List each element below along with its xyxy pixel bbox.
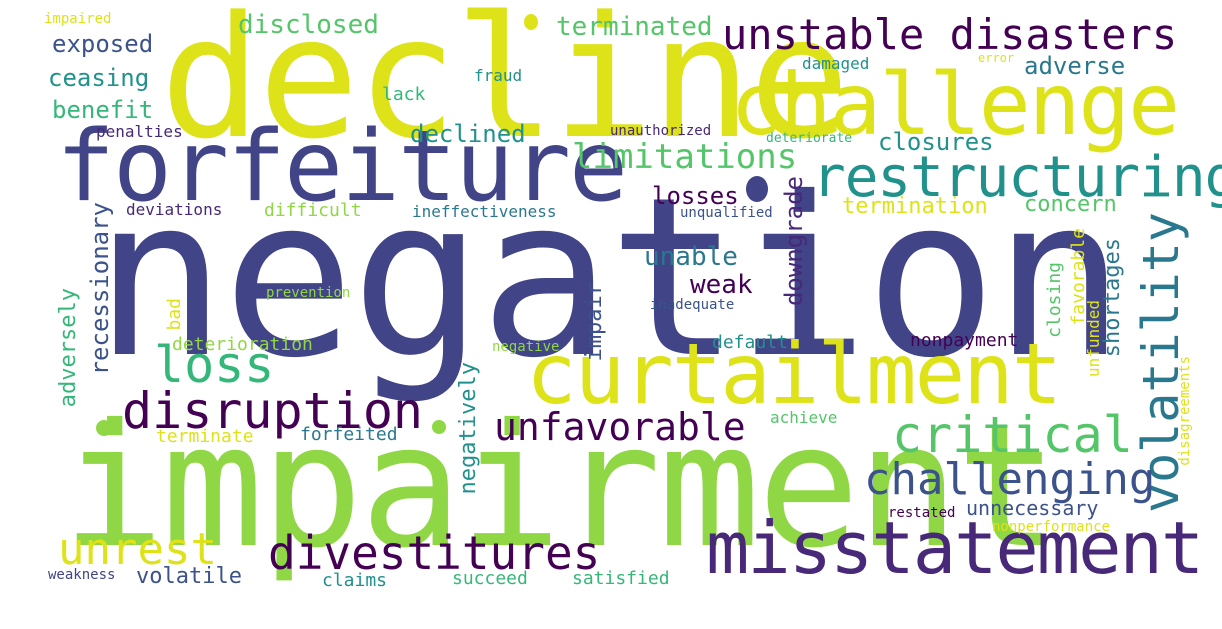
dot-indigo	[746, 176, 768, 202]
word-disruption: disruption	[122, 382, 424, 440]
word-adversely: adversely	[56, 288, 81, 408]
word-challenging: challenging	[864, 454, 1156, 505]
word-lack: lack	[382, 84, 426, 105]
word-benefit: benefit	[52, 96, 154, 124]
word-deteriorate: deteriorate	[766, 131, 853, 146]
dot-yellow	[524, 14, 538, 30]
word-closing: closing	[1044, 262, 1065, 338]
word-satisfied: satisfied	[572, 568, 670, 589]
word-weak: weak	[690, 270, 753, 300]
word-difficult: difficult	[264, 200, 362, 221]
word-achieve: achieve	[770, 408, 838, 427]
word-restructuring: restructuring	[812, 145, 1222, 210]
word-impairment: impairment	[62, 388, 1058, 586]
word-disagreements: disagreements	[1177, 356, 1193, 466]
word-ineffectiveness: ineffectiveness	[412, 202, 557, 221]
word-recessionary: recessionary	[86, 202, 114, 376]
word-concern: concern	[1024, 192, 1117, 217]
word-unfunded: unfunded	[1084, 300, 1103, 378]
word-nonpayment: nonpayment	[910, 330, 1019, 351]
word-bad: bad	[164, 298, 185, 331]
word-termination: termination	[842, 194, 988, 219]
word-impair: impair	[582, 282, 607, 362]
word-restated: restated	[888, 505, 956, 521]
dot-lime-2	[432, 420, 446, 434]
word-deterioration: deterioration	[172, 334, 313, 355]
word-unfavorable: unfavorable	[494, 405, 746, 449]
word-nonperformance: nonperformance	[992, 519, 1111, 535]
word-disclosed: disclosed	[238, 10, 379, 40]
word-divestitures: divestitures	[268, 526, 601, 580]
word-unrest: unrest	[58, 524, 217, 575]
word-declined: declined	[410, 120, 526, 148]
word-penalties: penalties	[96, 122, 183, 141]
word-unauthorized: unauthorized	[610, 123, 712, 139]
word-deviations: deviations	[126, 200, 223, 219]
word-decline: decline	[160, 0, 850, 176]
word-negation: negation	[94, 150, 1126, 406]
word-prevention: prevention	[266, 285, 351, 301]
word-exposed: exposed	[52, 30, 154, 58]
word-misstatement: misstatement	[706, 506, 1204, 590]
word-weakness: weakness	[48, 567, 116, 583]
word-unnecessary: unnecessary	[966, 496, 1099, 520]
word-challenge: challenge	[730, 55, 1180, 155]
word-negatively: negatively	[456, 362, 481, 495]
word-shortages: shortages	[1100, 238, 1125, 358]
word-volatile: volatile	[136, 564, 242, 589]
word-curtailment: curtailment	[526, 325, 1062, 423]
word-negative: negative	[492, 339, 560, 355]
word-fraud: fraud	[474, 66, 523, 85]
word-critical: critical	[892, 406, 1133, 464]
word-forfeiture: forfeiture	[56, 110, 628, 224]
word-adverse: adverse	[1024, 52, 1126, 80]
word-limitations: limitations	[572, 137, 798, 177]
word-inadequate: inadequate	[650, 297, 735, 313]
word-forfeited: forfeited	[300, 424, 398, 445]
word-succeed: succeed	[452, 568, 528, 589]
word-unstable-disasters: unstable disasters	[722, 10, 1178, 59]
word-unable: unable	[644, 242, 738, 272]
word-closures: closures	[878, 128, 994, 156]
word-error: error	[978, 51, 1015, 65]
word-losses: losses	[652, 182, 739, 210]
dot-lime-1	[96, 420, 112, 436]
word-damaged: damaged	[802, 54, 870, 73]
word-terminate: terminate	[156, 426, 254, 447]
word-ceasing: ceasing	[48, 64, 150, 92]
word-terminated: terminated	[556, 12, 713, 42]
word-default: default	[712, 332, 788, 353]
word-loss: loss	[154, 336, 275, 394]
word-downgrade: downgrade	[780, 176, 808, 307]
word-unqualified: unqualified	[680, 205, 773, 221]
word-impaired: impaired	[44, 11, 112, 27]
word-claims: claims	[322, 570, 388, 591]
